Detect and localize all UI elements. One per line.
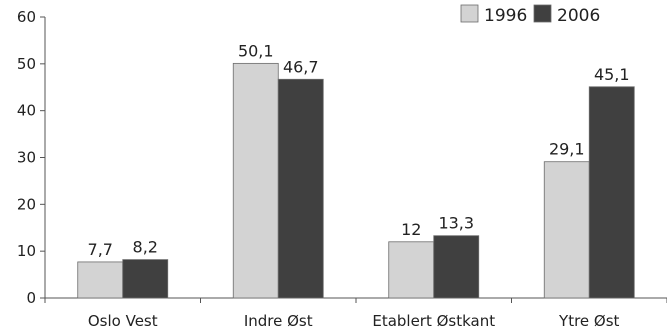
y-tick-label: 30 [17,149,36,167]
data-label: 50,1 [238,41,274,60]
x-category-label: Oslo Vest [88,312,158,330]
bar-2006-indre-øst [277,78,324,299]
y-tick-label: 50 [17,55,36,73]
data-label: 46,7 [283,57,319,76]
y-tick-label: 20 [17,195,36,213]
plot-area: 0 10 20 30 40 50 60 7,7 8,2 Oslo Vest 50,1 46,7 Indr… [17,8,667,330]
data-label: 7,7 [88,240,113,259]
legend-label-2006: 2006 [557,6,600,26]
bar-1996-ytre-øst [543,161,590,299]
bar-1996-oslo-vest [77,261,124,299]
bar-1996-etablert-østkant [388,241,435,299]
data-label: 8,2 [133,238,158,257]
x-category-label: Etablert Østkant [372,312,495,330]
bar-2006-oslo-vest [122,259,169,299]
data-label: 12 [401,220,421,239]
data-label: 13,3 [438,214,474,233]
y-tick-label: 60 [17,8,36,26]
legend: 1996 2006 [460,4,600,26]
bar-1996-indre-øst [232,62,279,299]
y-tick-label: 0 [26,289,36,307]
legend-label-1996: 1996 [484,6,527,26]
bar-2006-ytre-øst [588,86,635,299]
data-label: 45,1 [594,65,630,84]
y-tick-label: 40 [17,102,36,120]
x-category-label: Indre Øst [244,312,313,330]
data-label: 29,1 [549,140,585,159]
y-tick-label: 10 [17,242,36,260]
legend-swatch-2006 [533,4,552,23]
legend-swatch-1996 [460,4,479,23]
x-category-label: Ytre Øst [558,312,619,330]
bar-2006-etablert-østkant [433,235,480,299]
